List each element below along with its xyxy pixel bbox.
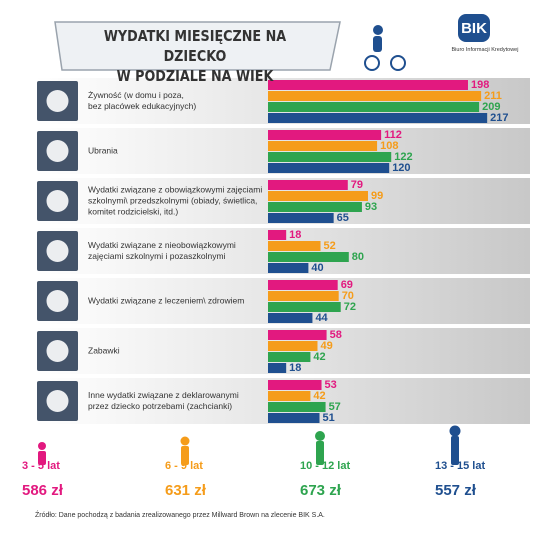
- legend-figure: [449, 425, 461, 465]
- bar: [268, 363, 287, 373]
- value-label: 49: [320, 340, 333, 352]
- category-label: Żywność (w domu i poza, bez placówek edu…: [88, 90, 197, 111]
- value-label: 40: [311, 262, 324, 274]
- bar: [268, 291, 339, 301]
- logo-subtitle: Biuro Informacji Kredytowej: [451, 47, 519, 53]
- figure-head: [38, 442, 46, 450]
- value-label: 42: [313, 390, 326, 402]
- legend-figure: [180, 436, 190, 465]
- value-label: 108: [380, 140, 399, 152]
- category-label: Wydatki związane z nieobowiązkowymi zaję…: [88, 240, 236, 261]
- legend-label: 3 - 5 lat: [22, 460, 60, 472]
- bar: [268, 280, 338, 290]
- value-label: 44: [315, 312, 328, 324]
- value-label: 69: [340, 279, 353, 291]
- legend-label: 13 - 15 lat: [435, 460, 486, 472]
- value-label: 18: [289, 362, 302, 374]
- legend-label: 6 - 9 lat: [165, 460, 203, 472]
- bar: [268, 230, 287, 240]
- legend-total: 673 zł: [300, 482, 341, 499]
- figure-head: [315, 431, 325, 441]
- bar: [268, 252, 349, 262]
- bar: [268, 91, 482, 101]
- bar: [268, 330, 327, 340]
- category-label: Inne wydatki związane z deklarowanymi pr…: [88, 390, 239, 411]
- bar: [268, 313, 313, 323]
- category-icon: [46, 240, 69, 262]
- child-bike-icon: [364, 25, 406, 71]
- bar: [268, 213, 334, 223]
- legend-total: 557 zł: [435, 482, 476, 499]
- value-label: 72: [343, 301, 356, 313]
- bar: [268, 130, 382, 140]
- value-label: 209: [482, 101, 501, 113]
- value-label: 18: [289, 229, 302, 241]
- bar: [268, 302, 341, 312]
- category-icon: [46, 140, 69, 162]
- category-label: Wydatki związane z obowiązkowymi zajęcia…: [88, 184, 263, 217]
- category-icon: [46, 90, 69, 112]
- category-label: Wydatki związane z leczeniem\ zdrowiem: [88, 295, 245, 306]
- category-icon: [46, 390, 69, 412]
- value-label: 211: [484, 90, 502, 102]
- value-label: 65: [336, 212, 349, 224]
- title: WYDATKI MIESIĘCZNE NA DZIECKO W PODZIALE…: [103, 27, 287, 85]
- value-label: 122: [394, 151, 413, 163]
- figure-head: [449, 425, 461, 437]
- category-icon: [46, 190, 69, 212]
- source: Źródło: Dane pochodzą z badania zrealizo…: [35, 512, 325, 519]
- bar: [268, 391, 311, 401]
- value-label: 58: [329, 329, 342, 341]
- value-label: 80: [351, 251, 365, 263]
- legend-figure: [315, 431, 325, 465]
- value-label: 217: [490, 112, 509, 124]
- bar: [268, 80, 468, 90]
- figure-body: [38, 451, 46, 465]
- bar: [268, 152, 392, 162]
- legend-total: 586 zł: [22, 482, 63, 499]
- category-label: Ubrania: [88, 145, 118, 156]
- value-label: 70: [341, 290, 354, 302]
- value-label: 51: [322, 412, 335, 424]
- bar: [268, 241, 321, 251]
- bar: [268, 263, 309, 273]
- bar: [268, 202, 362, 212]
- legend-figure: [38, 442, 46, 465]
- category-icon: [46, 340, 69, 362]
- value-label: 198: [470, 79, 490, 91]
- figure-body: [316, 441, 324, 465]
- figure-body: [181, 446, 189, 465]
- bar: [268, 413, 320, 423]
- value-label: 99: [370, 190, 384, 202]
- value-label: 52: [323, 240, 336, 252]
- bar: [268, 402, 326, 412]
- bar: [268, 163, 390, 173]
- bar: [268, 380, 322, 390]
- figure-body: [451, 436, 459, 465]
- value-label: 57: [328, 401, 341, 413]
- bar: [268, 191, 368, 201]
- bar: [268, 352, 311, 362]
- bar: [268, 113, 488, 123]
- value-label: 120: [392, 162, 411, 174]
- figure-head: [180, 436, 190, 446]
- legend-total: 631 zł: [165, 482, 206, 499]
- logo: BIK: [461, 20, 487, 37]
- value-label: 112: [384, 129, 402, 141]
- bar: [268, 341, 318, 351]
- category-label: Zabawki: [88, 345, 120, 356]
- value-label: 53: [324, 379, 337, 391]
- bar: [268, 180, 348, 190]
- bar: [268, 141, 378, 151]
- legend-label: 10 - 12 lat: [300, 460, 351, 472]
- value-label: 79: [350, 179, 364, 191]
- title-box: [54, 21, 341, 71]
- category-icon: [46, 290, 69, 312]
- bar: [268, 102, 480, 112]
- logo-box: [458, 14, 490, 42]
- value-label: 93: [364, 201, 378, 213]
- value-label: 42: [313, 351, 326, 363]
